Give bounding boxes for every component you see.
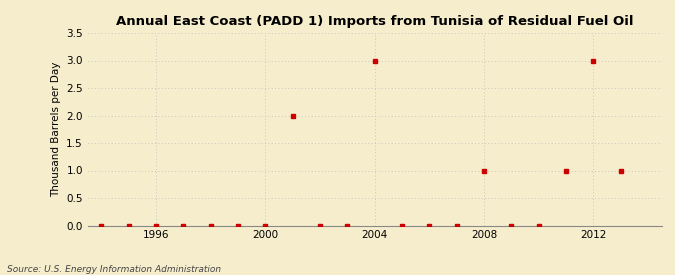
Title: Annual East Coast (PADD 1) Imports from Tunisia of Residual Fuel Oil: Annual East Coast (PADD 1) Imports from … [116, 15, 633, 28]
Text: Source: U.S. Energy Information Administration: Source: U.S. Energy Information Administ… [7, 265, 221, 274]
Y-axis label: Thousand Barrels per Day: Thousand Barrels per Day [51, 62, 61, 197]
